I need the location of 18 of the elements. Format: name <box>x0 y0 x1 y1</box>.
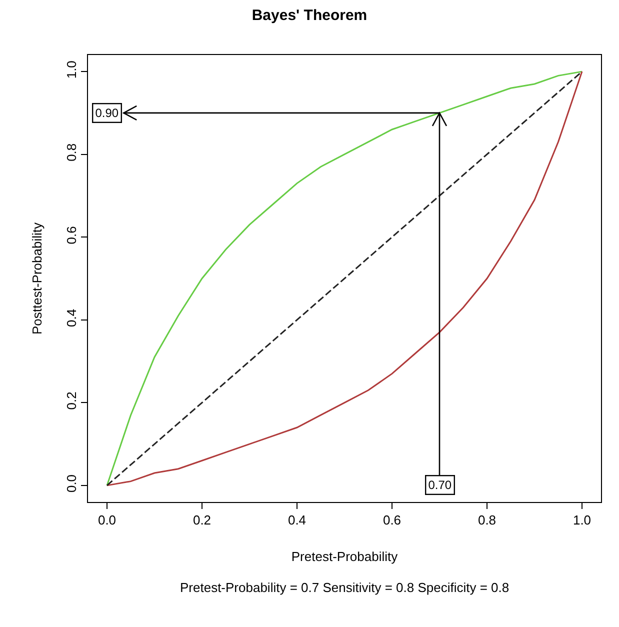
y-tick-label: 0.2 <box>64 392 79 410</box>
annotation: 0.70 <box>428 478 452 492</box>
y-tick-label: 1.0 <box>64 60 79 79</box>
text: Pretest-Probability = 0.7 Sensitivity = 0.8 Specificity = 0.8 <box>180 580 510 595</box>
x-axis-title: Pretest-Probability <box>291 549 398 564</box>
x-tick-label: 0.8 <box>478 512 496 528</box>
x-tick-label: 0.0 <box>98 512 116 528</box>
x-tick-label: 0.6 <box>382 512 402 528</box>
x-tick-label: 0.2 <box>192 512 212 528</box>
y-axis-title: Posttest-Probability <box>30 222 45 334</box>
y-tick-label: 0.4 <box>64 308 79 327</box>
chart-title: Bayes' Theorem <box>252 6 368 24</box>
x-tick-label: 1.0 <box>572 512 592 528</box>
y-tick-label: 0.6 <box>64 226 79 244</box>
annotation: 0.90 <box>95 106 119 120</box>
x-tick-label: 0.4 <box>288 512 306 528</box>
y-tick-label: 0.8 <box>64 143 79 162</box>
y-tick-label: 0.0 <box>64 474 79 493</box>
